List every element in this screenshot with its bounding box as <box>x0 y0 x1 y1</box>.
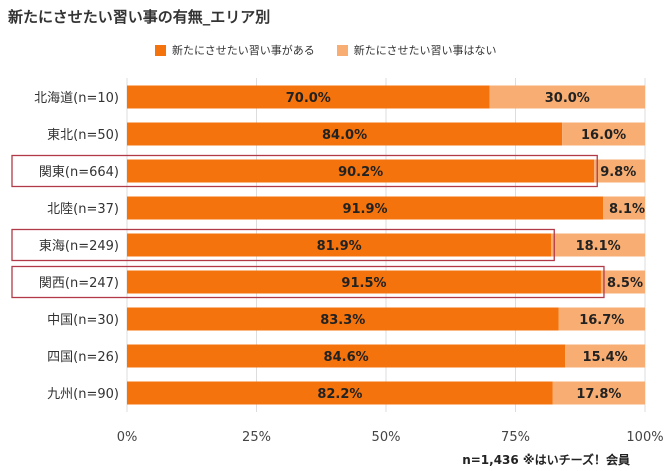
bar-series-2 <box>551 233 645 257</box>
data-label-series-1: 82.2% <box>317 387 362 402</box>
data-label-series-1: 70.0% <box>286 91 331 106</box>
data-label-series-2: 8.5% <box>607 276 643 291</box>
category-label: 東北(n=50) <box>47 127 119 143</box>
x-tick-label: 0% <box>117 430 138 445</box>
data-label-series-2: 18.1% <box>576 239 621 254</box>
legend-item-series-2: 新たにさせたい習い事はない <box>336 42 497 58</box>
data-label-series-1: 91.9% <box>342 202 387 217</box>
legend-item-series-1: 新たにさせたい習い事がある <box>155 42 315 58</box>
category-label: 北陸(n=37) <box>47 201 119 217</box>
bar-series-2 <box>600 270 645 294</box>
data-label-series-1: 91.5% <box>341 276 386 291</box>
bar-series-2 <box>594 159 645 183</box>
category-label: 四国(n=26) <box>47 350 119 365</box>
bar-series-2 <box>562 122 645 146</box>
bar-series-1 <box>127 85 490 109</box>
bar-series-2 <box>565 344 645 368</box>
data-label-series-1: 84.6% <box>324 350 369 365</box>
x-tick-label: 100% <box>626 430 663 445</box>
data-label-series-2: 16.7% <box>579 313 624 328</box>
category-label: 北海道(n=10) <box>34 91 119 106</box>
x-tick-label: 50% <box>372 430 401 445</box>
data-label-series-1: 84.0% <box>322 128 367 143</box>
legend: 新たにさせたい習い事がある 新たにさせたい習い事はない <box>155 42 497 58</box>
highlight-box <box>11 154 598 188</box>
category-label: 九州(n=90) <box>47 387 119 402</box>
x-tick-label: 75% <box>501 430 530 445</box>
bar-series-1 <box>127 122 563 146</box>
data-label-series-2: 8.1% <box>609 202 645 217</box>
bar-series-1 <box>127 233 552 257</box>
chart-title: 新たにさせたい習い事の有無_エリア別 <box>8 8 271 26</box>
bar-series-1 <box>127 270 601 294</box>
bar-series-1 <box>127 196 604 220</box>
legend-label-series-2: 新たにさせたい習い事はない <box>353 44 497 57</box>
legend-swatch-series-1 <box>155 44 166 56</box>
bar-series-1 <box>127 159 595 183</box>
bar-series-2 <box>489 85 645 109</box>
category-label: 関東(n=664) <box>39 164 119 180</box>
bar-series-2 <box>603 196 645 220</box>
data-label-series-2: 17.8% <box>576 387 621 402</box>
data-label-series-2: 30.0% <box>545 91 590 106</box>
data-label-series-2: 15.4% <box>583 350 628 365</box>
bar-series-2 <box>552 381 645 405</box>
legend-swatch-series-2 <box>336 44 348 56</box>
data-label-series-2: 16.0% <box>581 128 626 143</box>
bar-series-1 <box>127 344 566 368</box>
legend-label-series-1: 新たにさせたい習い事がある <box>172 44 315 57</box>
category-label: 東海(n=249) <box>39 238 119 254</box>
bar-series-1 <box>127 381 553 405</box>
bar-series-1 <box>127 307 559 331</box>
category-label: 中国(n=30) <box>47 313 119 328</box>
data-label-series-1: 81.9% <box>317 239 362 254</box>
highlight-box <box>11 228 555 262</box>
data-label-series-2: 9.8% <box>600 165 636 180</box>
category-label: 関西(n=247) <box>39 276 119 291</box>
data-label-series-1: 83.3% <box>320 313 365 328</box>
highlight-box <box>11 265 605 299</box>
bar-series-2 <box>558 307 645 331</box>
footnote: n=1,436 ※はいチーズ！会員 <box>462 453 630 467</box>
data-label-series-1: 90.2% <box>338 165 383 180</box>
x-tick-label: 25% <box>242 430 271 445</box>
